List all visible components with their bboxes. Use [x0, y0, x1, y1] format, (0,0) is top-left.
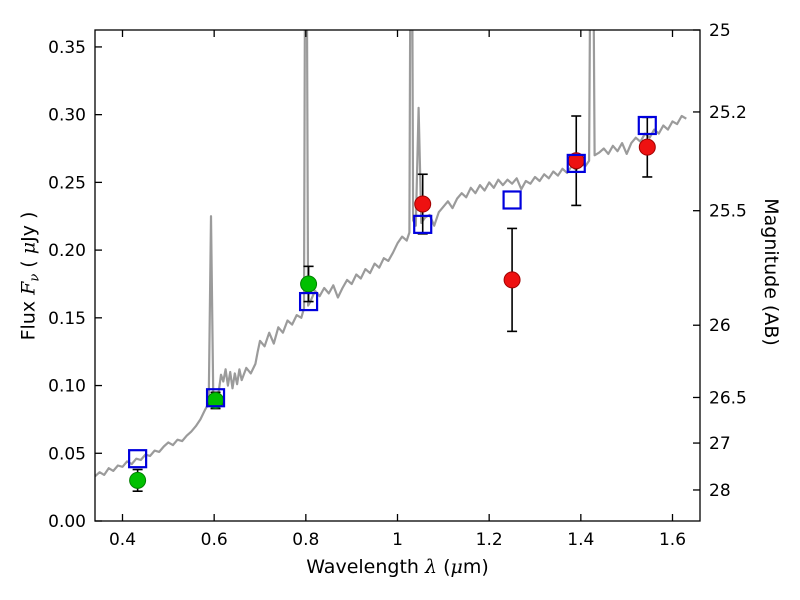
- x-tick-label: 1.4: [567, 530, 594, 550]
- spectrum-line: [95, 30, 687, 478]
- right-y-axis-label: Magnitude (AB): [760, 198, 782, 346]
- mag-tick-label: 26: [709, 316, 731, 336]
- x-axis-label-text: Wavelength: [306, 556, 425, 578]
- flux-tick-label: 0.20: [48, 241, 86, 261]
- mag-tick-label: 27: [709, 434, 731, 454]
- x-axis-unit-open: (: [437, 556, 451, 578]
- flux-unit-close: Jy ): [17, 211, 40, 242]
- flux-symbol: F: [17, 281, 40, 295]
- model-photometry-square: [502, 190, 522, 210]
- x-axis-unit-close: m): [462, 556, 489, 578]
- x-axis-label: Wavelength λ (μm): [95, 556, 700, 578]
- x-tick-label: 1: [392, 530, 403, 550]
- mag-tick-label: 26.5: [709, 388, 747, 408]
- x-tick-label: 0.8: [292, 530, 319, 550]
- nu-subscript: ν: [27, 273, 43, 282]
- left-y-axis-label: Flux Fν ( μJy ): [18, 212, 43, 341]
- flux-tick-label: 0.35: [48, 38, 86, 58]
- flux-label-text: Flux: [17, 294, 40, 341]
- flux-unit-open: (: [17, 254, 40, 274]
- observed-infrared-photometry-point: [638, 138, 656, 156]
- flux-tick-label: 0.25: [48, 173, 86, 193]
- mag-tick-label: 25.2: [709, 103, 747, 123]
- mag-tick-label: 28: [709, 481, 731, 501]
- mu-symbol-flux: μ: [17, 241, 40, 255]
- mag-tick-label: 25.5: [709, 202, 747, 222]
- mag-tick-label: 25: [709, 21, 731, 41]
- mu-symbol: μ: [450, 556, 463, 578]
- plot-area: [95, 30, 687, 478]
- model-photometry-square: [413, 214, 433, 234]
- x-tick-label: 1.2: [476, 530, 503, 550]
- flux-tick-label: 0.15: [48, 309, 86, 329]
- lambda-symbol: λ: [424, 556, 438, 578]
- x-tick-label: 0.6: [201, 530, 228, 550]
- model-photometry-square: [637, 115, 657, 136]
- model-photometry-square: [566, 153, 586, 174]
- model-photometry-square: [205, 388, 226, 408]
- flux-tick-label: 0.05: [48, 444, 86, 464]
- observed-optical-photometry-point: [129, 471, 147, 489]
- plot-frame: [94, 29, 701, 522]
- x-tick-label: 1.6: [659, 530, 686, 550]
- flux-tick-label: 0.00: [48, 512, 86, 532]
- observed-optical-photometry-point: [300, 275, 318, 293]
- flux-tick-label: 0.30: [48, 106, 86, 126]
- model-photometry-square: [128, 449, 148, 469]
- x-tick-label: 0.4: [109, 530, 136, 550]
- model-photometry-square: [298, 291, 319, 312]
- observed-infrared-photometry-point: [414, 195, 432, 213]
- observed-infrared-photometry-point: [503, 271, 521, 289]
- magnitude-label-text: Magnitude (AB): [760, 198, 782, 346]
- flux-tick-label: 0.10: [48, 377, 86, 397]
